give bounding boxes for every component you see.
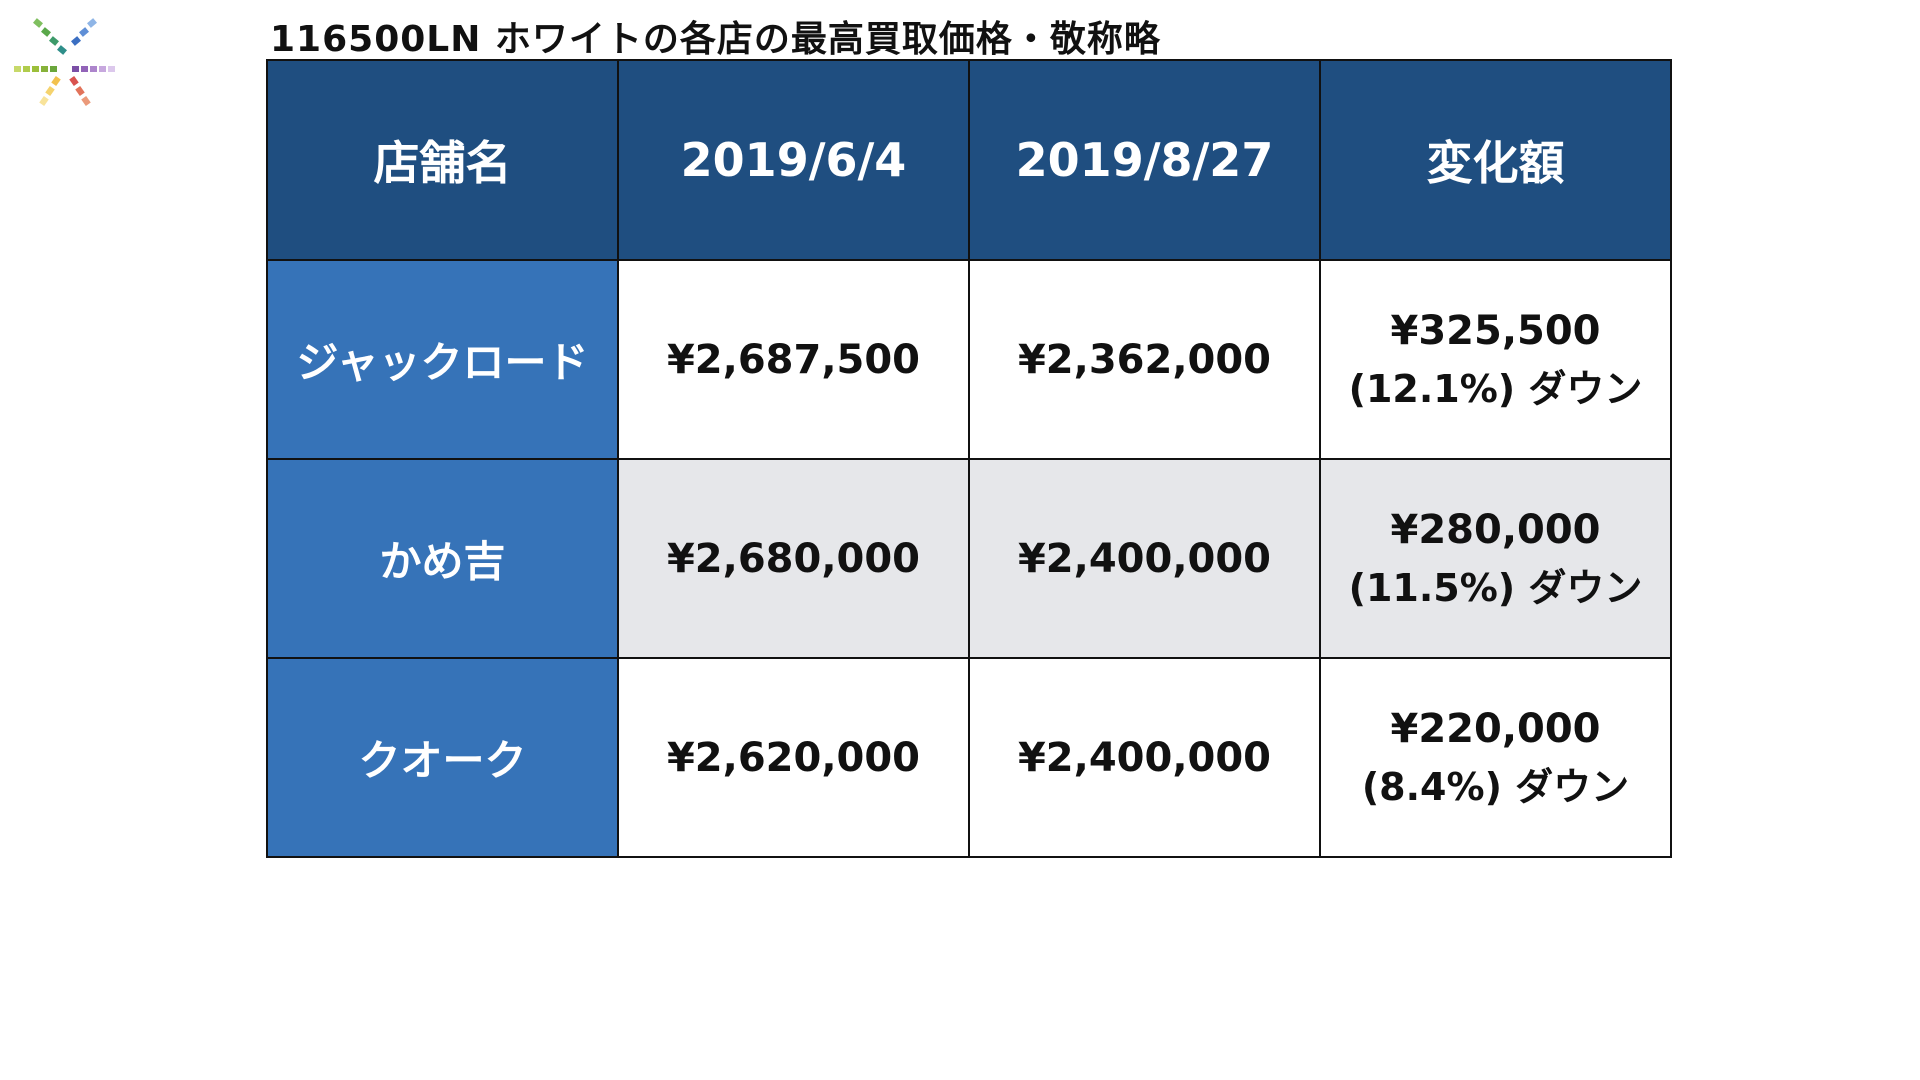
change-rate: (12.1%) ダウン [1348, 366, 1643, 411]
price-after: ¥2,362,000 [968, 259, 1321, 460]
header-date-after: 2019/8/27 [968, 59, 1321, 261]
change-cell: ¥220,000 (8.4%) ダウン [1319, 657, 1672, 858]
header-change: 変化額 [1319, 59, 1672, 261]
store-name: クオーク [266, 657, 619, 858]
price-before: ¥2,687,500 [617, 259, 970, 460]
price-after: ¥2,400,000 [968, 657, 1321, 858]
table-row: かめ吉 ¥2,680,000 ¥2,400,000 ¥280,000 (11.5… [266, 458, 1672, 659]
color-burst-logo [14, 18, 115, 106]
table-row: クオーク ¥2,620,000 ¥2,400,000 ¥220,000 (8.4… [266, 657, 1672, 858]
price-after: ¥2,400,000 [968, 458, 1321, 659]
price-table: 店舗名 2019/6/4 2019/8/27 変化額 ジャックロード ¥2,68… [266, 59, 1672, 858]
header-store: 店舗名 [266, 59, 619, 261]
change-cell: ¥325,500 (12.1%) ダウン [1319, 259, 1672, 460]
table-header-row: 店舗名 2019/6/4 2019/8/27 変化額 [266, 59, 1672, 261]
page-title: 116500LN ホワイトの各店の最高買取価格・敬称略 [270, 19, 1161, 60]
change-amount: ¥325,500 [1390, 307, 1601, 354]
store-name: ジャックロード [266, 259, 619, 460]
header-date-before: 2019/6/4 [617, 59, 970, 261]
change-amount: ¥280,000 [1390, 506, 1601, 553]
store-name: かめ吉 [266, 458, 619, 659]
price-before: ¥2,680,000 [617, 458, 970, 659]
change-cell: ¥280,000 (11.5%) ダウン [1319, 458, 1672, 659]
table-row: ジャックロード ¥2,687,500 ¥2,362,000 ¥325,500 (… [266, 259, 1672, 460]
price-before: ¥2,620,000 [617, 657, 970, 858]
change-rate: (11.5%) ダウン [1348, 565, 1643, 610]
change-rate: (8.4%) ダウン [1361, 764, 1630, 809]
change-amount: ¥220,000 [1390, 705, 1601, 752]
